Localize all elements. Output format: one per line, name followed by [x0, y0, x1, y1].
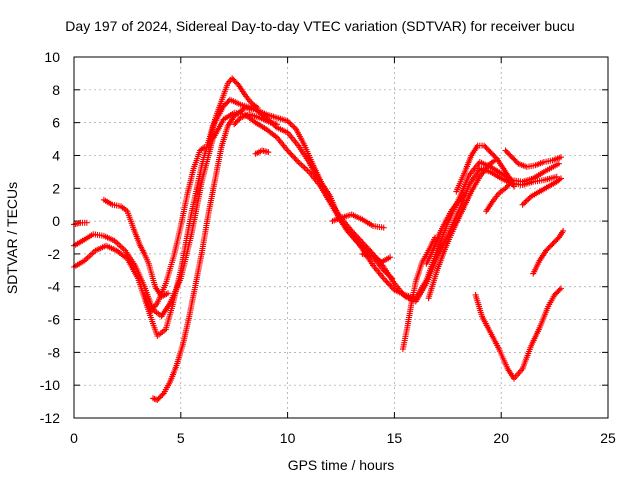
y-tick-label: 6 [52, 115, 60, 131]
series-track-14 [425, 157, 498, 302]
x-tick-label: 5 [177, 430, 185, 446]
marker-path [472, 285, 565, 382]
marker-path [205, 75, 261, 151]
series-track-18 [502, 147, 565, 170]
series-track-8 [231, 111, 280, 128]
x-tick-label: 10 [280, 430, 296, 446]
y-tick-label: 8 [52, 82, 60, 98]
data-markers [71, 75, 567, 403]
series-track-12 [399, 234, 438, 353]
y-tick-label: -8 [48, 344, 61, 360]
series-track-15 [453, 142, 518, 195]
marker-path [399, 234, 438, 353]
series-track-17 [483, 178, 515, 215]
series-track-10 [329, 211, 387, 231]
axis-ticks [73, 56, 609, 419]
marker-path [530, 227, 567, 277]
y-tick-label: -6 [48, 312, 61, 328]
marker-path [252, 147, 272, 157]
marker-path [329, 211, 387, 231]
series-track-6 [141, 144, 208, 315]
x-tick-label: 25 [600, 430, 616, 446]
marker-path [150, 104, 394, 403]
x-tick-label: 15 [387, 430, 403, 446]
marker-path [423, 191, 468, 267]
x-tick-label: 20 [493, 430, 509, 446]
series-track-11 [359, 250, 396, 282]
marker-path [359, 250, 396, 282]
marker-path [519, 175, 565, 208]
y-tick-label: -4 [48, 279, 61, 295]
series-track-19 [519, 175, 565, 208]
marker-path [71, 109, 562, 320]
y-tick-label: 0 [52, 213, 60, 229]
marker-path [231, 111, 280, 128]
series-track-16 [472, 285, 565, 382]
series-track-13 [423, 191, 468, 267]
series-track-9 [252, 147, 272, 157]
series-track-7 [205, 75, 261, 151]
marker-path [453, 142, 518, 195]
marker-path [483, 178, 515, 215]
marker-path [502, 147, 565, 170]
marker-path [425, 157, 498, 302]
y-tick-label: 4 [52, 147, 60, 163]
y-tick-label: -12 [40, 410, 60, 426]
y-tick-label: -2 [48, 246, 61, 262]
chart-title: Day 197 of 2024, Sidereal Day-to-day VTE… [65, 18, 575, 34]
y-tick-label: 2 [52, 180, 60, 196]
marker-path [141, 144, 208, 315]
series-track-5 [150, 104, 394, 403]
plot-frame [73, 56, 609, 419]
y-tick-label: 10 [44, 49, 60, 65]
series-track-2 [71, 109, 562, 320]
grid-lines [74, 57, 608, 418]
x-axis-label: GPS time / hours [287, 457, 395, 473]
x-tick-label: 0 [70, 430, 78, 446]
y-tick-label: -10 [40, 377, 60, 393]
series-track-20 [530, 227, 567, 277]
